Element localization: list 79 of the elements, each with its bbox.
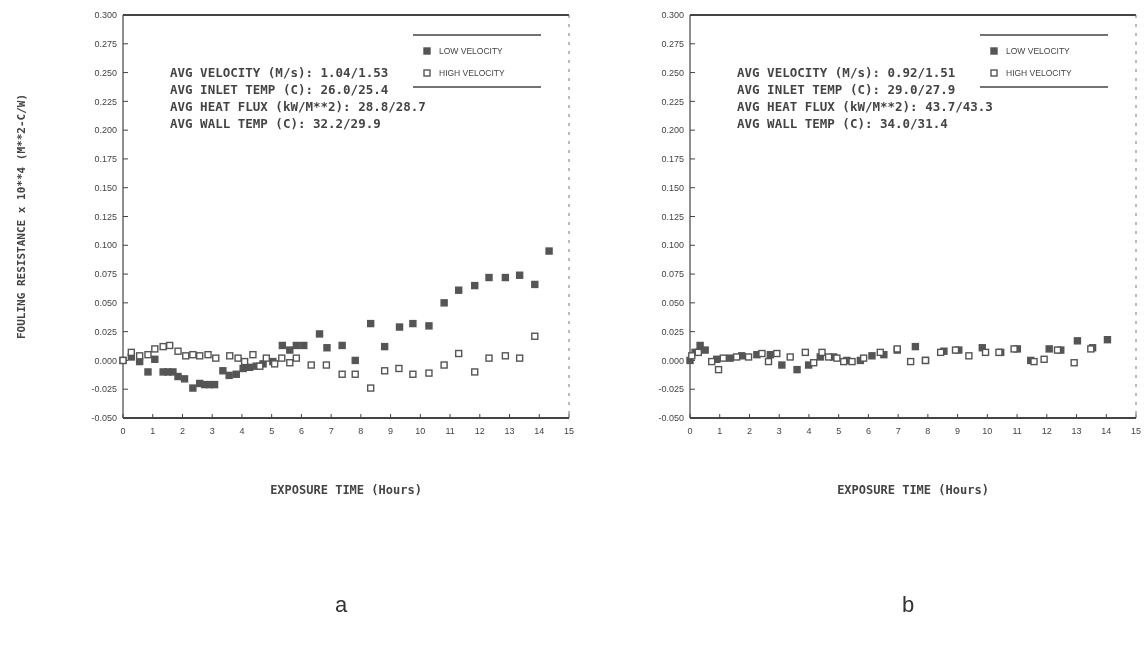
x-tick-label: 12 bbox=[474, 426, 485, 436]
y-tick-label: 0.125 bbox=[94, 211, 117, 222]
annotation: AVG HEAT FLUX (kW/M**2): 43.7/43.3 bbox=[737, 99, 993, 114]
x-tick-label: 8 bbox=[925, 426, 931, 436]
text: a bbox=[334, 592, 348, 617]
y-tick-label: 0.275 bbox=[94, 38, 117, 49]
x-tick-label: 11 bbox=[1012, 426, 1022, 436]
x-tick-label: 9 bbox=[955, 426, 961, 436]
annotation: AVG VELOCITY (M/s): 0.92/1.51 bbox=[737, 65, 956, 80]
x-tick-label: 13 bbox=[1071, 426, 1082, 436]
x-tick-label: 13 bbox=[504, 426, 515, 436]
x-tick-label: 5 bbox=[836, 426, 842, 436]
y-tick-label: 0.150 bbox=[661, 182, 684, 193]
x-tick-label: 1 bbox=[717, 426, 723, 436]
y-tick-label: -0.025 bbox=[658, 384, 684, 395]
x-tick-label: 6 bbox=[865, 426, 871, 436]
y-tick-label: -0.025 bbox=[91, 384, 117, 395]
annotation: AVG INLET TEMP (C): 26.0/25.4 bbox=[170, 82, 389, 97]
x-tick-label: 1 bbox=[150, 426, 156, 436]
y-tick-label: 0.200 bbox=[94, 125, 117, 136]
y-axis-title: FOULING RESISTANCE x 10**4 (M**2-C/W) bbox=[15, 93, 28, 340]
x-tick-label: 0 bbox=[120, 426, 126, 436]
y-tick-label: 0.025 bbox=[661, 326, 684, 337]
y-tick-label: 0.050 bbox=[94, 298, 117, 309]
y-tick-label: 0.250 bbox=[94, 67, 117, 78]
y-tick-label: 0.225 bbox=[661, 96, 684, 107]
x-tick-label: 15 bbox=[563, 426, 575, 436]
y-tick-label: 0.075 bbox=[661, 269, 684, 280]
x-tick-label: 6 bbox=[298, 426, 304, 436]
x-tick-label: 14 bbox=[534, 426, 545, 436]
x-tick-label: 10 bbox=[415, 426, 426, 436]
x-tick-label: 10 bbox=[982, 426, 993, 436]
x-tick-label: 2 bbox=[179, 426, 185, 436]
x-tick-label: 4 bbox=[806, 426, 812, 436]
y-tick-label: 0.250 bbox=[661, 67, 684, 78]
x-axis-title: EXPOSURE TIME (Hours) bbox=[837, 483, 989, 497]
y-tick-label: 0.000 bbox=[661, 355, 684, 366]
legend-label: HIGH VELOCITY bbox=[1006, 67, 1072, 78]
y-tick-label: 0.000 bbox=[94, 355, 117, 366]
annotation: AVG INLET TEMP (C): 29.0/27.9 bbox=[737, 82, 956, 97]
x-tick-label: 9 bbox=[388, 426, 394, 436]
x-tick-label: 7 bbox=[328, 426, 334, 436]
annotation: AVG WALL TEMP (C): 34.0/31.4 bbox=[737, 116, 948, 131]
y-tick-label: 0.100 bbox=[94, 240, 117, 251]
y-tick-label: 0.275 bbox=[661, 38, 684, 49]
text: b bbox=[901, 592, 915, 617]
x-tick-label: 15 bbox=[1130, 426, 1142, 436]
x-tick-label: 7 bbox=[895, 426, 901, 436]
annotation: AVG WALL TEMP (C): 32.2/29.9 bbox=[170, 116, 381, 131]
x-tick-label: 4 bbox=[239, 426, 245, 436]
x-tick-label: 14 bbox=[1101, 426, 1112, 436]
y-tick-label: 0.100 bbox=[661, 240, 684, 251]
legend-label: HIGH VELOCITY bbox=[439, 67, 505, 78]
y-tick-label: 0.300 bbox=[661, 10, 684, 21]
y-tick-label: 0.300 bbox=[94, 10, 117, 21]
annotation: AVG VELOCITY (M/s): 1.04/1.53 bbox=[170, 65, 389, 80]
x-tick-label: 3 bbox=[209, 426, 215, 436]
x-tick-label: 2 bbox=[746, 426, 752, 436]
y-tick-label: 0.125 bbox=[661, 211, 684, 222]
y-tick-label: 0.200 bbox=[661, 125, 684, 136]
y-tick-label: 0.225 bbox=[94, 96, 117, 107]
x-tick-label: 8 bbox=[358, 426, 364, 436]
y-tick-label: -0.050 bbox=[91, 413, 117, 424]
x-tick-label: 12 bbox=[1041, 426, 1052, 436]
y-tick-label: 0.150 bbox=[94, 182, 117, 193]
x-tick-label: 11 bbox=[445, 426, 455, 436]
y-tick-label: 0.075 bbox=[94, 269, 117, 280]
legend-label: LOW VELOCITY bbox=[1006, 45, 1071, 56]
x-tick-label: 0 bbox=[687, 426, 693, 436]
y-tick-label: 0.175 bbox=[94, 154, 117, 165]
x-axis-title: EXPOSURE TIME (Hours) bbox=[270, 483, 422, 497]
x-tick-label: 3 bbox=[776, 426, 782, 436]
x-tick-label: 5 bbox=[269, 426, 275, 436]
y-tick-label: 0.025 bbox=[94, 326, 117, 337]
y-tick-label: -0.050 bbox=[658, 413, 684, 424]
legend-label: LOW VELOCITY bbox=[439, 45, 504, 56]
annotation: AVG HEAT FLUX (kW/M**2): 28.8/28.7 bbox=[170, 99, 426, 114]
y-tick-label: 0.175 bbox=[661, 154, 684, 165]
y-tick-label: 0.050 bbox=[661, 298, 684, 309]
